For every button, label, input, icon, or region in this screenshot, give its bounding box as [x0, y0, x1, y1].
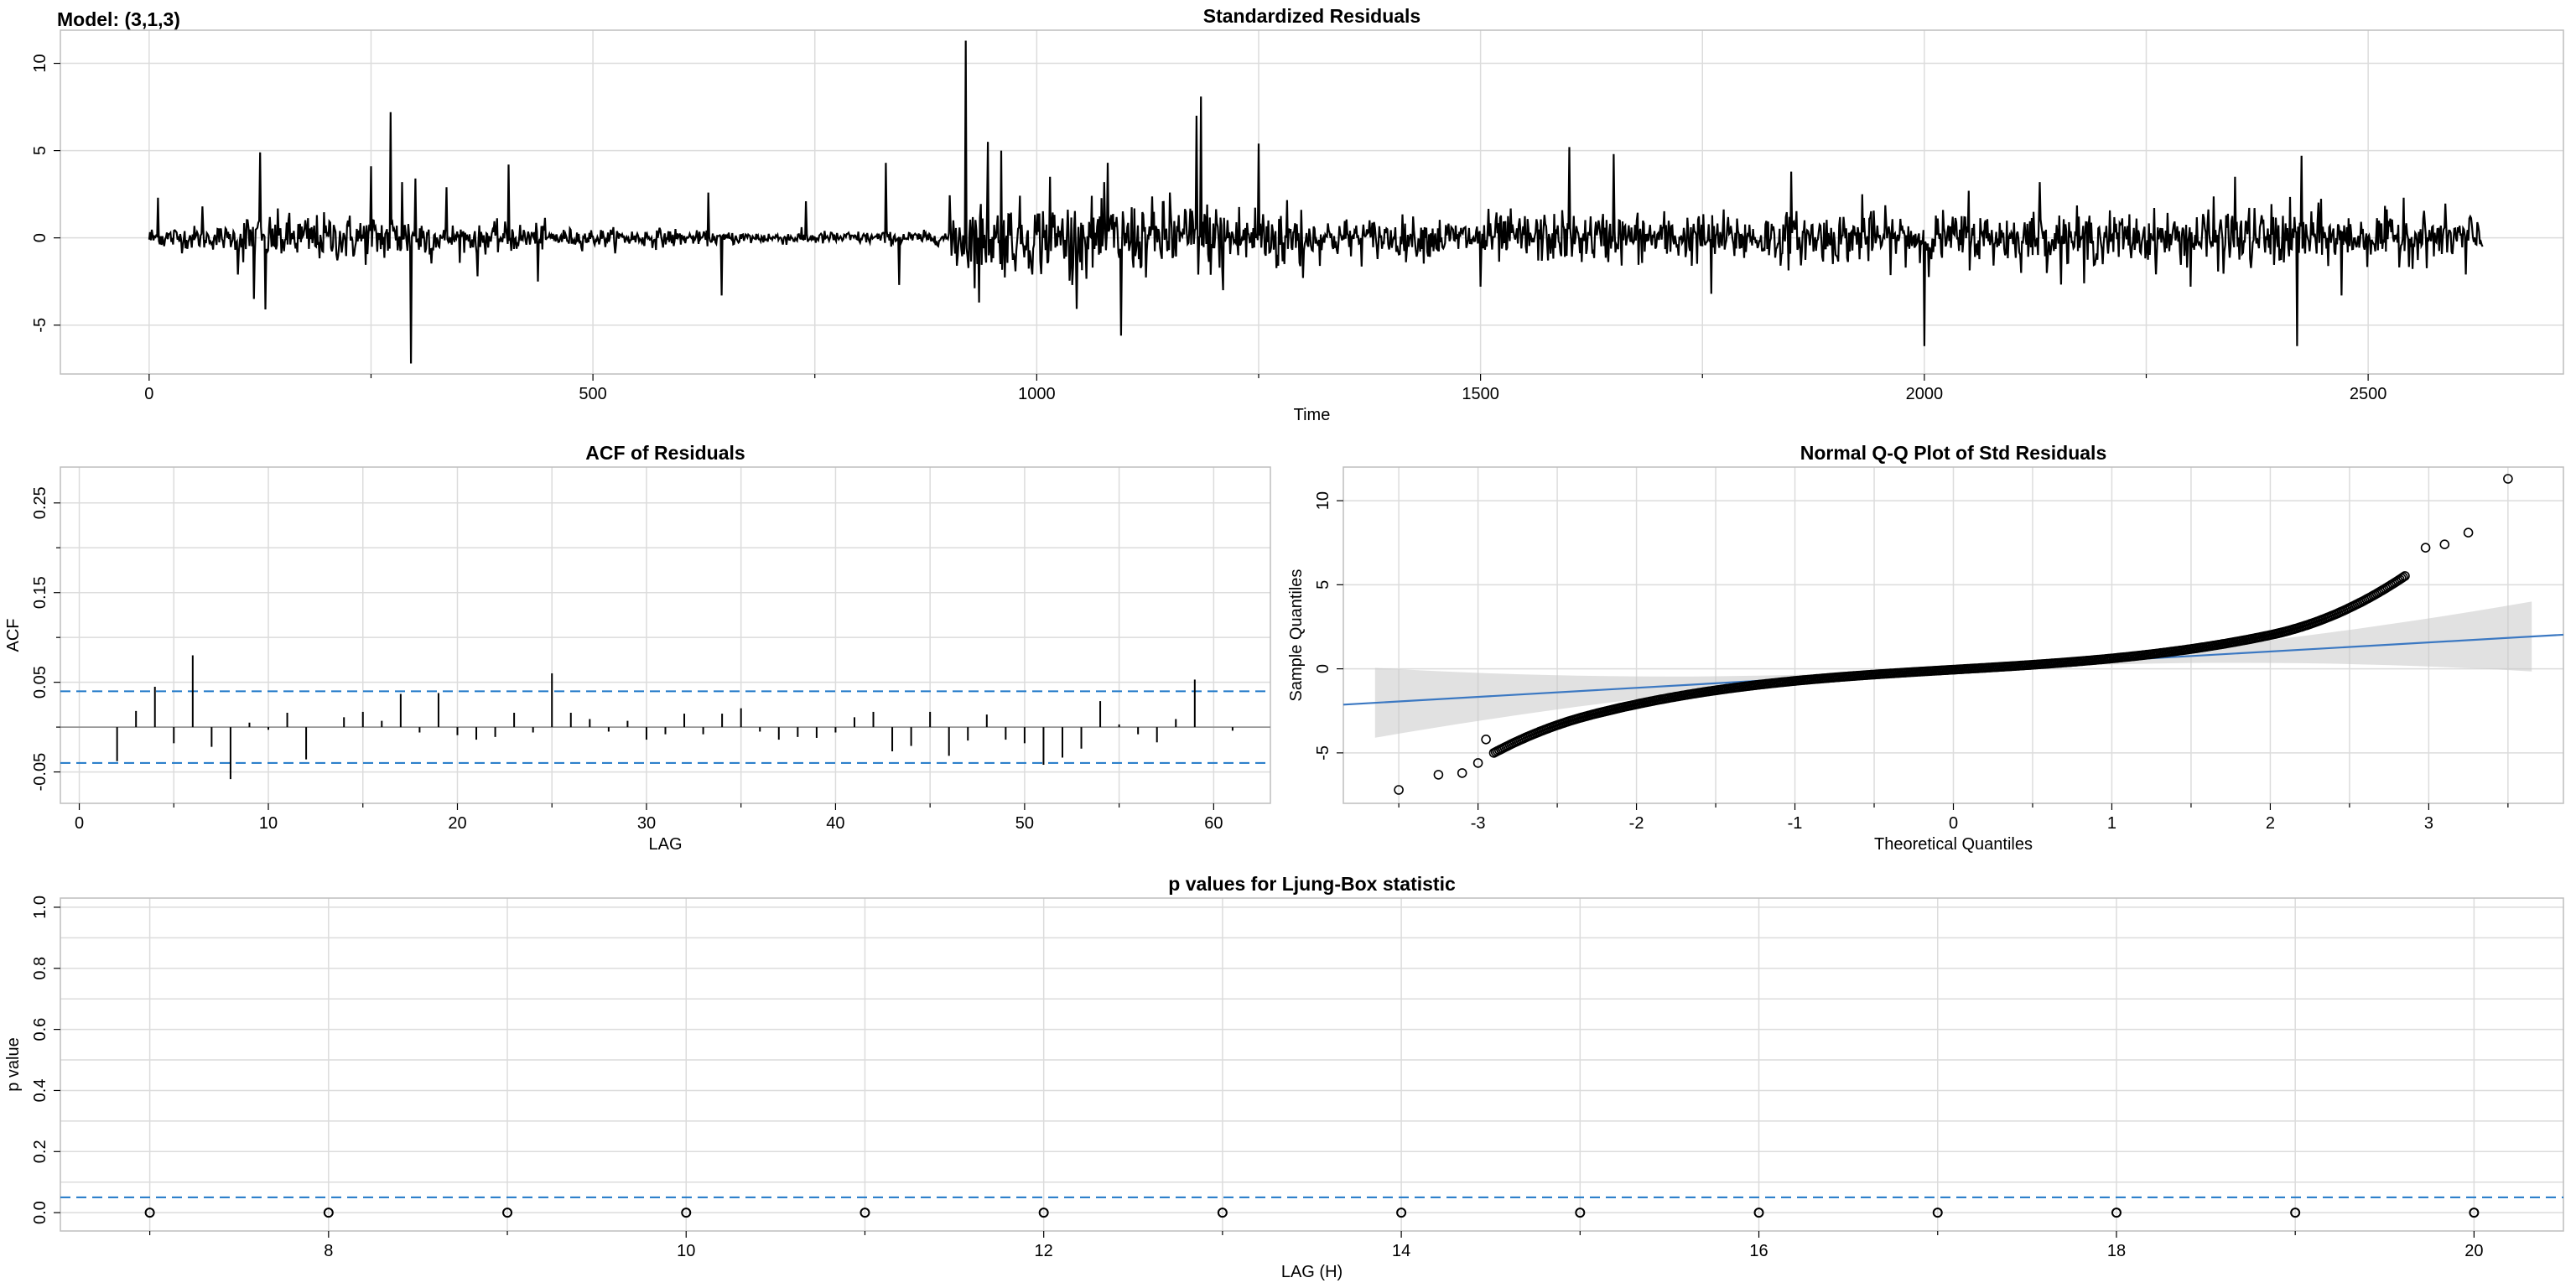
y-tick-label: 0.2 — [31, 1140, 49, 1163]
y-tick-label: 0.05 — [31, 666, 49, 699]
plot-frame — [60, 29, 2564, 375]
x-tick-label: 1 — [2107, 814, 2116, 833]
x-tick-label: 30 — [637, 814, 656, 833]
y-tick-label: -5 — [31, 318, 49, 333]
p-value-point — [144, 1208, 155, 1218]
y-tick-label: -0.05 — [31, 753, 49, 792]
x-tick-label: 3 — [2424, 814, 2433, 833]
x-axis-label: LAG — [648, 835, 682, 854]
x-tick-label: 2 — [2266, 814, 2275, 833]
qq-point — [1472, 758, 1483, 768]
x-tick-label: 18 — [2107, 1242, 2126, 1260]
qq-point — [2420, 543, 2431, 553]
y-tick-label: 10 — [1314, 491, 1332, 510]
y-tick-label: 0.0 — [31, 1201, 49, 1224]
x-tick-label: 1000 — [1018, 385, 1056, 403]
p-value-point — [1932, 1208, 1943, 1218]
chart-title: Normal Q-Q Plot of Std Residuals — [1800, 442, 2106, 464]
chart-title: ACF of Residuals — [585, 442, 745, 464]
y-tick-label: 0 — [1314, 664, 1332, 673]
p-value-point — [323, 1208, 334, 1218]
y-axis-label: Sample Quantiles — [1287, 569, 1306, 702]
chart-title: Standardized Residuals — [1203, 5, 1420, 27]
p-value-point — [2290, 1208, 2301, 1218]
x-tick-label: 12 — [1035, 1242, 1053, 1260]
y-tick-label: 10 — [31, 54, 49, 72]
x-tick-label: 2500 — [2350, 385, 2387, 403]
p-value-point — [860, 1208, 870, 1218]
x-tick-label: 500 — [579, 385, 606, 403]
y-axis-label: ACF — [4, 619, 23, 652]
x-tick-label: -3 — [1471, 814, 1486, 833]
x-tick-label: 0 — [75, 814, 84, 833]
x-tick-label: 50 — [1015, 814, 1034, 833]
qq-point — [2400, 571, 2410, 581]
y-tick-label: -5 — [1314, 745, 1332, 761]
p-value-point — [502, 1208, 513, 1218]
p-value-point — [681, 1208, 692, 1218]
residuals-series-line — [148, 40, 2484, 364]
x-tick-label: 14 — [1392, 1242, 1410, 1260]
x-tick-label: 20 — [2464, 1242, 2483, 1260]
qq-plot-panel: Normal Q-Q Plot of Std Residuals -3 -2 -1 0 1… — [1287, 442, 2564, 854]
p-value-point — [2111, 1208, 2122, 1218]
qq-point — [2503, 474, 2513, 484]
y-tick-label: 1.0 — [31, 896, 49, 919]
plot-frame — [60, 897, 2564, 1232]
y-tick-label: 0.6 — [31, 1018, 49, 1041]
x-tick-label: 60 — [1204, 814, 1223, 833]
x-tick-label: 40 — [826, 814, 844, 833]
chart-title: p values for Ljung-Box statistic — [1168, 873, 1456, 895]
x-tick-label: 8 — [324, 1242, 333, 1260]
qq-point — [2398, 572, 2408, 583]
x-tick-label: 0 — [144, 385, 153, 403]
x-tick-label: 0 — [1949, 814, 1958, 833]
y-tick-label: 0.4 — [31, 1079, 49, 1103]
y-axis-label: p value — [4, 1037, 23, 1092]
qq-point — [2463, 527, 2474, 538]
y-tick-label: 5 — [1314, 580, 1332, 589]
y-tick-label: 0.8 — [31, 957, 49, 980]
x-tick-label: 10 — [677, 1242, 695, 1260]
x-tick-label: -2 — [1629, 814, 1644, 833]
plot-frame — [60, 466, 1271, 804]
qq-point — [1433, 770, 1444, 780]
qq-point — [1481, 734, 1491, 745]
standardized-residuals-panel: Standardized Residuals 0 500 1000 1500 2000 25… — [31, 5, 2564, 424]
y-tick-label: 5 — [31, 146, 49, 155]
x-tick-label: 16 — [1749, 1242, 1768, 1260]
p-value-point — [1038, 1208, 1049, 1218]
qq-point — [2439, 539, 2450, 550]
qq-point — [1457, 768, 1467, 778]
x-axis-label: Time — [1294, 406, 1331, 424]
x-tick-label: 20 — [448, 814, 466, 833]
p-value-point — [2469, 1208, 2480, 1218]
x-tick-label: 1500 — [1462, 385, 1499, 403]
ljung-box-panel: p values for Ljung-Box statistic 8 10 12 14 1… — [4, 873, 2564, 1281]
p-value-point — [1217, 1208, 1228, 1218]
x-axis-label: LAG (H) — [1281, 1263, 1343, 1281]
x-tick-label: 10 — [259, 814, 278, 833]
x-tick-label: 2000 — [1906, 385, 1944, 403]
y-tick-label: 0.15 — [31, 576, 49, 609]
p-value-point — [1575, 1208, 1586, 1218]
acf-panel: ACF of Residuals 0 10 20 30 40 50 60 -0.05 0.05 0.… — [4, 442, 1271, 854]
x-axis-label: Theoretical Quantiles — [1874, 835, 2033, 854]
y-tick-label: 0.25 — [31, 486, 49, 519]
qq-point — [1394, 785, 1404, 795]
x-tick-label: -1 — [1788, 814, 1803, 833]
y-tick-label: 0 — [31, 233, 49, 242]
p-value-point — [1753, 1208, 1764, 1218]
model-label: Model: (3,1,3) — [57, 8, 180, 30]
p-value-point — [1396, 1208, 1407, 1218]
